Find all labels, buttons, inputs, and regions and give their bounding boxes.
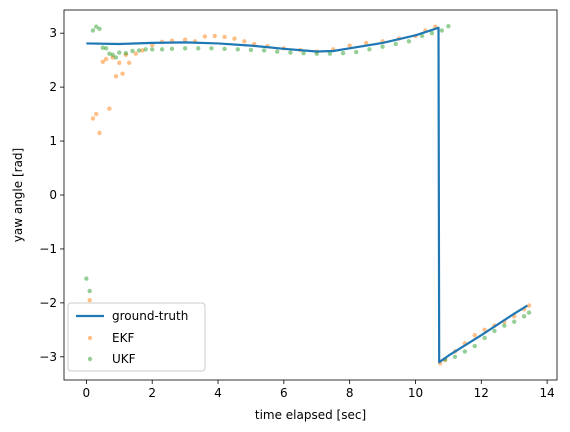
point-ukf [482, 336, 486, 340]
point-ukf [367, 47, 371, 51]
legend-label-ground-truth: ground-truth [112, 309, 188, 323]
legend-label-ukf: UKF [112, 352, 136, 366]
point-ukf [87, 289, 91, 293]
y-tick-label: −1 [39, 242, 57, 256]
point-ukf [275, 49, 279, 53]
point-ukf [463, 349, 467, 353]
point-ukf [137, 48, 141, 52]
y-tick-label: 2 [49, 80, 57, 94]
point-ukf [124, 51, 128, 55]
point-ekf [183, 37, 187, 41]
point-ukf [262, 48, 266, 52]
x-tick-label: 4 [214, 386, 222, 400]
point-ukf [453, 355, 457, 359]
point-ekf [473, 333, 477, 337]
y-tick-label: 1 [49, 134, 57, 148]
point-ukf [236, 47, 240, 51]
point-ukf [117, 50, 121, 54]
point-ukf [394, 42, 398, 46]
y-tick-label: −3 [39, 350, 57, 364]
point-ekf [203, 34, 207, 38]
point-ekf [91, 116, 95, 120]
point-ukf [512, 320, 516, 324]
point-ekf [527, 303, 531, 307]
point-ukf [354, 50, 358, 54]
x-tick-label: 0 [83, 386, 91, 400]
point-ukf [150, 47, 154, 51]
point-ukf [446, 24, 450, 28]
x-tick-label: 2 [148, 386, 156, 400]
legend-swatch-ekf [88, 336, 92, 340]
legend-label-ekf: EKF [112, 331, 134, 345]
y-tick-label: 3 [49, 26, 57, 40]
point-ukf [527, 310, 531, 314]
point-ukf [97, 27, 101, 31]
y-axis-label: yaw angle [rad] [11, 148, 25, 242]
point-ekf [127, 61, 131, 65]
x-axis-label: time elapsed [sec] [255, 408, 366, 422]
point-ukf [341, 51, 345, 55]
point-ukf [160, 47, 164, 51]
point-ekf [97, 131, 101, 135]
point-ukf [380, 44, 384, 48]
point-ukf [249, 48, 253, 52]
point-ukf [104, 46, 108, 50]
point-ukf [91, 28, 95, 32]
point-ukf [84, 276, 88, 280]
point-ekf [232, 36, 236, 40]
point-ekf [107, 107, 111, 111]
point-ukf [183, 46, 187, 50]
y-tick-label: 0 [49, 188, 57, 202]
point-ukf [492, 329, 496, 333]
legend-swatch-ukf [88, 357, 92, 361]
point-ekf [242, 39, 246, 43]
point-ekf [94, 112, 98, 116]
point-ekf [120, 71, 124, 75]
point-ukf [430, 31, 434, 35]
point-ukf [222, 47, 226, 51]
point-ukf [196, 46, 200, 50]
point-ukf [209, 46, 213, 50]
point-ukf [407, 39, 411, 43]
point-ekf [222, 35, 226, 39]
point-ukf [143, 47, 147, 51]
point-ukf [130, 49, 134, 53]
x-tick-label: 12 [474, 386, 489, 400]
point-ukf [114, 55, 118, 59]
x-tick-label: 8 [346, 386, 354, 400]
x-tick-label: 14 [539, 386, 554, 400]
point-ukf [170, 47, 174, 51]
y-tick-label: −2 [39, 296, 57, 310]
point-ukf [473, 344, 477, 348]
point-ekf [117, 61, 121, 65]
point-ekf [213, 34, 217, 38]
x-tick-label: 6 [280, 386, 288, 400]
legend: ground-truth EKF UKF [68, 303, 205, 371]
point-ekf [114, 74, 118, 78]
point-ukf [502, 323, 506, 327]
x-tick-label: 10 [408, 386, 423, 400]
point-ukf [288, 50, 292, 54]
point-ekf [104, 57, 108, 61]
point-ekf [87, 298, 91, 302]
point-ukf [440, 28, 444, 32]
point-ukf [522, 314, 526, 318]
